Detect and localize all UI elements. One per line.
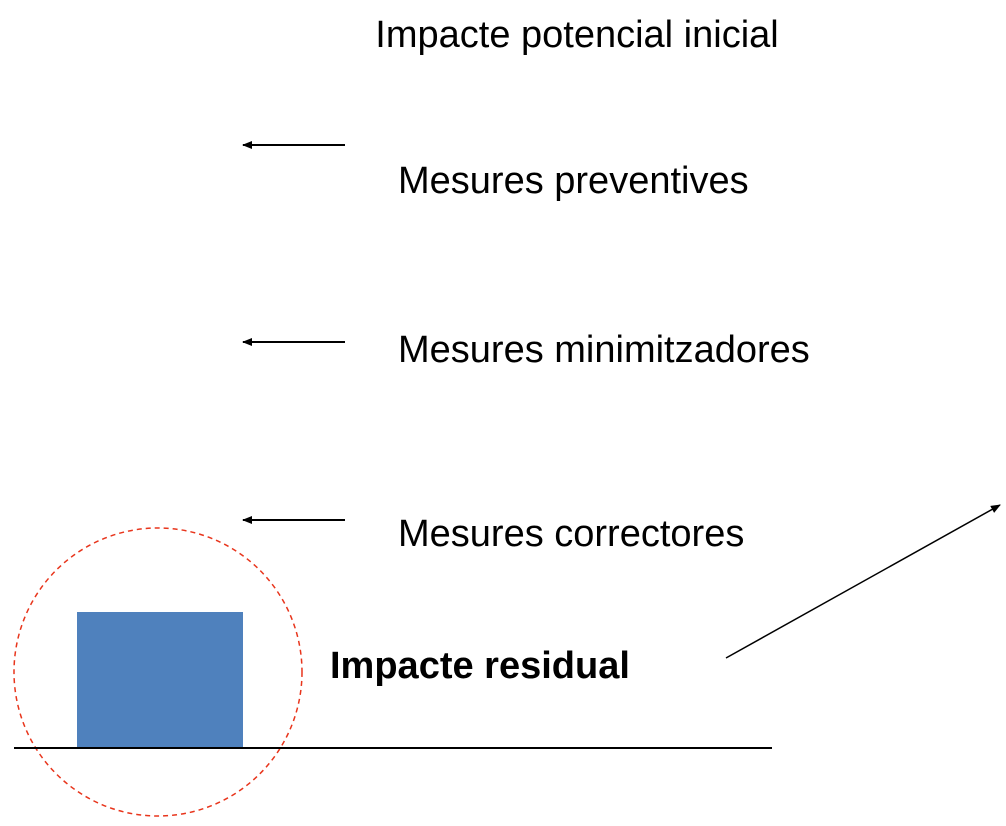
result-label: Impacte residual	[330, 645, 630, 687]
arrow	[725, 504, 1001, 659]
step-label: Mesures correctores	[398, 513, 744, 555]
highlight-circle	[13, 527, 303, 817]
residual-box	[77, 612, 243, 748]
step-label: Mesures preventives	[398, 160, 749, 202]
title: Impacte potencial inicial	[375, 14, 778, 56]
step-label: Mesures minimitzadores	[398, 329, 810, 371]
